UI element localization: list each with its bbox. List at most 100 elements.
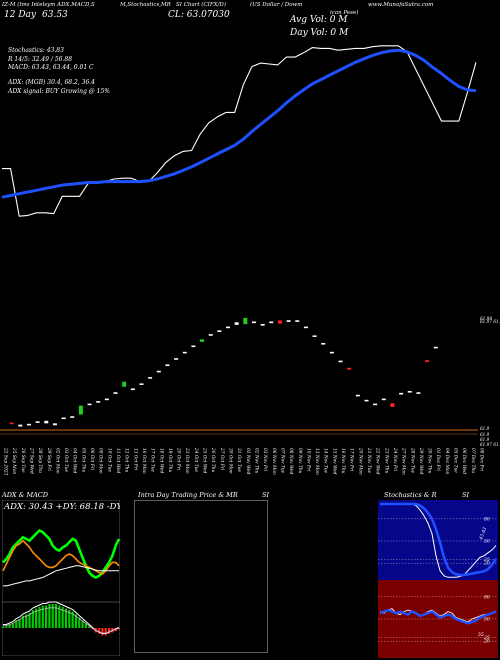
date-tick-label: 15 Nov Wed [331,448,336,475]
date-tick-label: 26 Oct Thu [210,447,215,472]
price-bar [208,334,213,336]
price-bar [165,364,170,367]
rsi-tick-label: 20 [483,639,490,645]
date-tick-label: 27 Oct Fri [219,447,224,471]
date-tick-label: 17 Oct Tue [150,448,155,472]
date-tick-label: 12 Oct Thu [124,448,129,472]
price-bar [381,398,386,401]
macd-histogram-bar [41,605,44,628]
adx-macd-title: ADX & MACD [2,491,48,499]
ema-line [1,48,477,199]
price-bar [226,326,231,329]
date-tick-label: 03 Oct Tue [63,448,68,472]
macd-histogram-bar [71,611,74,628]
price-bar [295,320,300,322]
date-tick-label: 07 Nov Tue [279,448,284,474]
macd-histogram-bar [84,623,87,628]
date-tick-label: 08 Dec Fri [479,448,484,472]
price-bar [399,392,404,395]
price-bar [78,405,83,415]
si-box [134,500,268,653]
date-tick-label: 27 Sep Wed [28,447,33,474]
y-tick-label: 61.97 61.90 [480,442,500,447]
date-tick-label: 06 Oct Fri [89,448,94,471]
stoch-title-b: SI [462,491,470,499]
price-bar [234,322,239,325]
macd-histogram-bar [18,619,21,628]
macd-histogram-bar [61,607,64,628]
y-tick-label: 61.9 [480,426,490,431]
date-tick-label: 30 Nov Thu [427,448,432,474]
price-bar [61,417,66,420]
adx-macd-chart: ADX: 30.43 +DY: 68.18 -DY: 36.36 [2,500,120,656]
si-title-a: Intra Day Trading Price & MR [138,491,238,499]
macd-histogram-bar [2,626,5,628]
adx-series-line [2,539,120,576]
date-tick-label: 24 Oct Tue [193,447,198,472]
date-tick-label: 26 Sep Tue [20,447,25,473]
price-bar [200,339,205,342]
si-title-b: SI [262,491,270,499]
macd-histogram-bar [11,623,15,628]
y-tick-label: 61.9 [480,432,490,437]
date-tick-label: 24 Nov Fri [392,447,397,472]
price-bar [156,370,161,373]
price-bar [433,346,438,349]
price-bar [373,403,378,406]
price-bar [347,367,352,370]
date-tick-label: 20 Nov Mon [357,447,362,475]
price-bar [44,420,49,424]
date-tick-label: 01 Nov Wed [245,448,250,475]
date-tick-label: 01 Dec Fri [435,448,440,472]
header-title-4: (US Dollar / Dowm [250,2,303,8]
date-tick-label: 11 Oct Wed [115,448,120,473]
y-tick-label: 61.9 [480,437,490,442]
macd-histogram-bar [38,607,41,628]
price-bar [87,403,92,406]
header-title-3: SI Chart (CIFX/D) [176,2,226,8]
date-tick-label: 02 Oct Mon [54,448,59,474]
date-tick-label: 05 Oct Thu [80,448,85,472]
date-tick-label: 19 Oct Thu [167,448,172,472]
price-bar [416,392,421,394]
price-bar [217,330,222,332]
price-bar [35,421,40,423]
date-tick-label: 29 Nov Wed [418,447,423,475]
macd-histogram-bar [81,620,84,628]
price-bar [364,399,369,402]
price-bar [182,351,187,354]
price-bar [9,422,14,425]
price-bar [329,351,334,354]
header-title-2: M,Stochastics,MR [120,2,171,8]
price-bar [18,424,23,427]
date-tick-label: 16 Nov Thu [340,448,345,474]
day-value: 63.53 [42,10,68,20]
price-bar [104,398,109,401]
stoch-tick-label: 20 [483,561,490,567]
date-tick-label: 20 Oct Fri [176,447,181,471]
date-tick-label: 09 Nov Thu [297,448,302,474]
date-tick-label: 23 Oct Mon [184,447,189,474]
adx-box [2,500,120,656]
rsi-line [379,608,497,623]
day-label: 12 Day [4,10,36,20]
date-tick-label: 08 Nov Wed [288,448,293,475]
date-tick-label: 17 Nov Fri [349,448,354,472]
header-title-6: ican Pese) [330,10,359,16]
macd-histogram-bar [117,628,120,630]
macd-info: MACD: 63.43, 63.44, 0.01 C [8,64,94,71]
date-tick-label: 27 Nov Mon [401,447,406,475]
macd-histogram-bar [88,626,91,628]
macd-histogram-bar [35,608,38,628]
price-bar [251,321,256,324]
price-bar [243,317,248,325]
r-info: R 14/5: 32.49 / 56.88 [8,56,73,63]
price-bar [425,360,430,363]
price-bar [407,390,412,393]
price-bar [191,345,196,348]
date-tick-label: 31 Oct Tue [236,448,241,472]
price-bar [277,320,282,324]
rsi-tick-label: 50 [484,617,490,623]
